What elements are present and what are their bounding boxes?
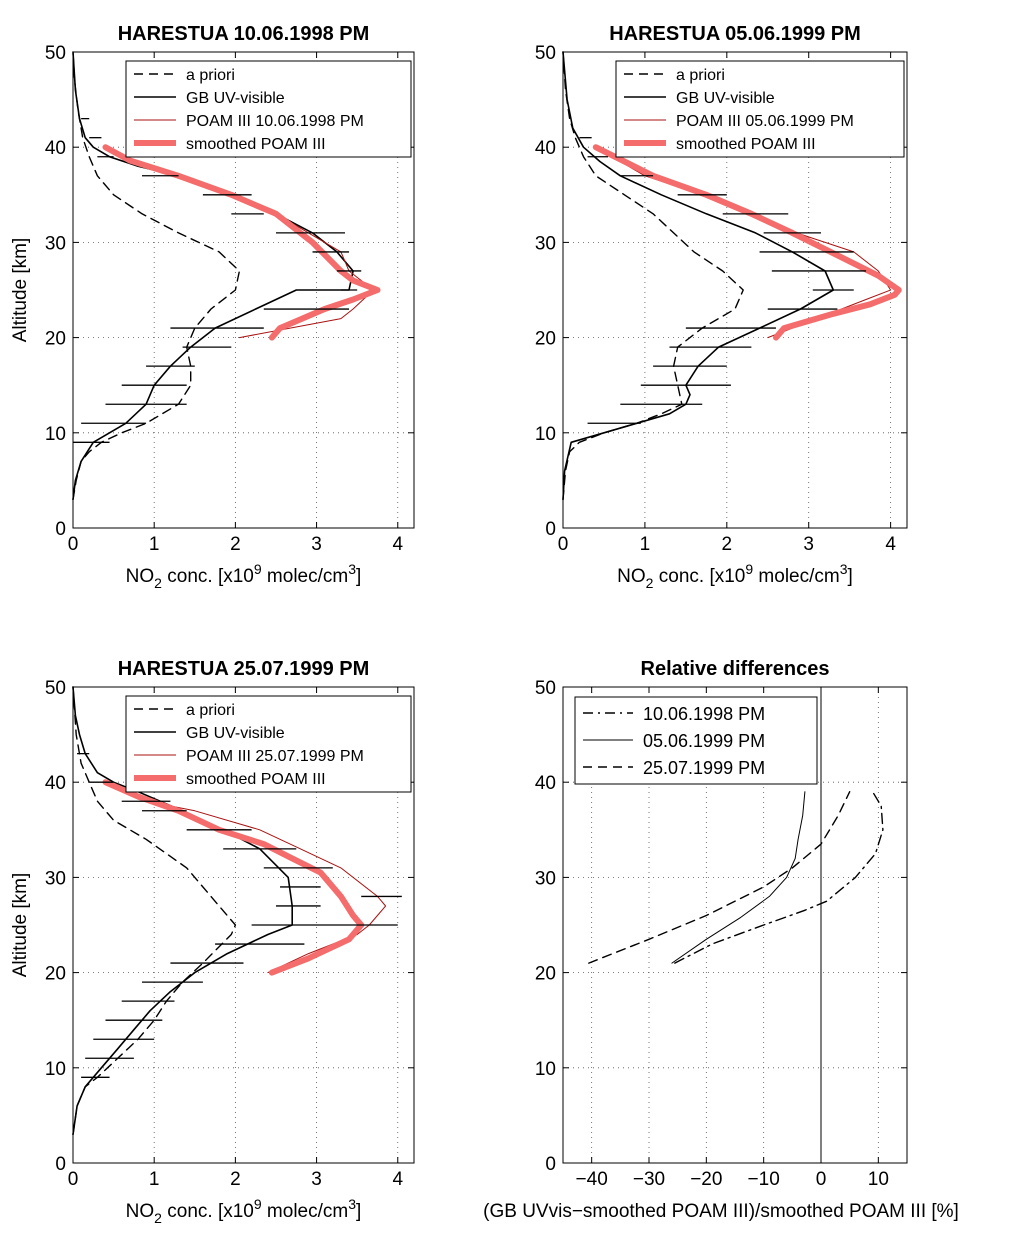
y-tick-label: 10	[535, 424, 556, 445]
x-tick-label: 3	[311, 1169, 322, 1190]
y-tick-label: 50	[45, 43, 66, 64]
y-axis-label: Altitude [km]	[10, 873, 31, 978]
y-tick-label: 40	[535, 773, 556, 794]
y-tick-label: 20	[535, 964, 556, 985]
legend-label: a priori	[186, 67, 235, 84]
x-tick-label: 3	[803, 534, 814, 555]
y-tick-label: 0	[55, 1154, 66, 1175]
x-tick-label: 4	[885, 534, 896, 555]
x-tick-label: 1	[149, 534, 160, 555]
axes-frame	[562, 686, 908, 1164]
y-tick-label: 50	[45, 678, 66, 699]
y-tick-label: 40	[535, 138, 556, 159]
legend-label: smoothed POAM III	[676, 136, 816, 153]
chart-title: HARESTUA 05.06.1999 PM	[609, 23, 861, 45]
y-tick-label: 30	[535, 233, 556, 254]
legend-label: 25.07.1999 PM	[643, 758, 765, 778]
legend-label: 05.06.1999 PM	[643, 731, 765, 751]
chart-panel-4: −40 −30 −20 −10 0 10 0 10 20 30 40 50 Relative diffe…	[483, 658, 959, 1222]
y-tick-label: 20	[45, 329, 66, 350]
legend-label: smoothed POAM III	[186, 136, 326, 153]
y-tick-label: 40	[45, 773, 66, 794]
series-line-gb-uv-visible	[72, 686, 294, 1136]
x-tick-label: 1	[149, 1169, 160, 1190]
x-tick-label: 2	[722, 534, 733, 555]
legend-label: POAM III 25.07.1999 PM	[186, 748, 364, 765]
axes-frame	[72, 51, 415, 529]
series-line-10-06-1998-pm	[674, 791, 884, 964]
x-tick-label: 2	[230, 534, 241, 555]
legend-label: GB UV-visible	[186, 725, 285, 742]
chart-title: HARESTUA 10.06.1998 PM	[118, 23, 370, 45]
y-tick-label: 0	[545, 519, 556, 540]
axes-frame	[562, 51, 908, 529]
x-tick-label: 2	[230, 1169, 241, 1190]
series-line-a-priori	[72, 686, 237, 1136]
series-line-25-07-1999-pm	[588, 791, 851, 964]
y-tick-label: 10	[45, 1059, 66, 1080]
y-tick-label: 50	[535, 678, 556, 699]
x-tick-label: 0	[68, 1169, 79, 1190]
y-tick-label: 40	[45, 138, 66, 159]
y-tick-label: 20	[45, 964, 66, 985]
x-tick-label: 4	[392, 1169, 403, 1190]
y-tick-label: 10	[45, 424, 66, 445]
y-tick-label: 50	[535, 43, 556, 64]
x-axis-label: NO2 conc. [x109 molec/cm3]	[126, 1196, 362, 1226]
x-tick-label: −30	[633, 1169, 665, 1190]
y-tick-label: 0	[55, 519, 66, 540]
y-tick-label: 20	[535, 329, 556, 350]
legend-label: 10.06.1998 PM	[643, 704, 765, 724]
legend-label: a priori	[186, 702, 235, 719]
x-tick-label: 4	[392, 534, 403, 555]
axes-frame	[72, 686, 415, 1164]
y-tick-label: 10	[535, 1059, 556, 1080]
x-tick-label: 1	[640, 534, 651, 555]
legend-label: GB UV-visible	[676, 90, 775, 107]
y-tick-label: 30	[45, 233, 66, 254]
x-axis-label: NO2 conc. [x109 molec/cm3]	[617, 561, 853, 591]
x-axis-label: NO2 conc. [x109 molec/cm3]	[126, 561, 362, 591]
legend-label: GB UV-visible	[186, 90, 285, 107]
x-axis-label: (GB UVvis−smoothed POAM III)/smoothed PO…	[483, 1201, 959, 1222]
series-line-05-06-1999-pm	[671, 791, 806, 964]
x-tick-label: −10	[748, 1169, 780, 1190]
chart-title: HARESTUA 25.07.1999 PM	[118, 658, 370, 680]
y-tick-label: 30	[535, 868, 556, 889]
x-tick-label: 0	[68, 534, 79, 555]
y-tick-label: 0	[545, 1154, 556, 1175]
y-axis-label: Altitude [km]	[10, 238, 31, 343]
x-tick-label: 0	[816, 1169, 827, 1190]
legend-label: POAM III 10.06.1998 PM	[186, 113, 364, 130]
x-tick-label: −20	[690, 1169, 722, 1190]
y-tick-label: 30	[45, 868, 66, 889]
legend-label: smoothed POAM III	[186, 771, 326, 788]
x-tick-label: 10	[868, 1169, 889, 1190]
chart-title: Relative differences	[641, 658, 830, 680]
x-tick-label: 3	[311, 534, 322, 555]
legend-label: POAM III 05.06.1999 PM	[676, 113, 854, 130]
x-tick-label: 0	[558, 534, 569, 555]
legend-label: a priori	[676, 67, 725, 84]
x-tick-label: −40	[576, 1169, 608, 1190]
